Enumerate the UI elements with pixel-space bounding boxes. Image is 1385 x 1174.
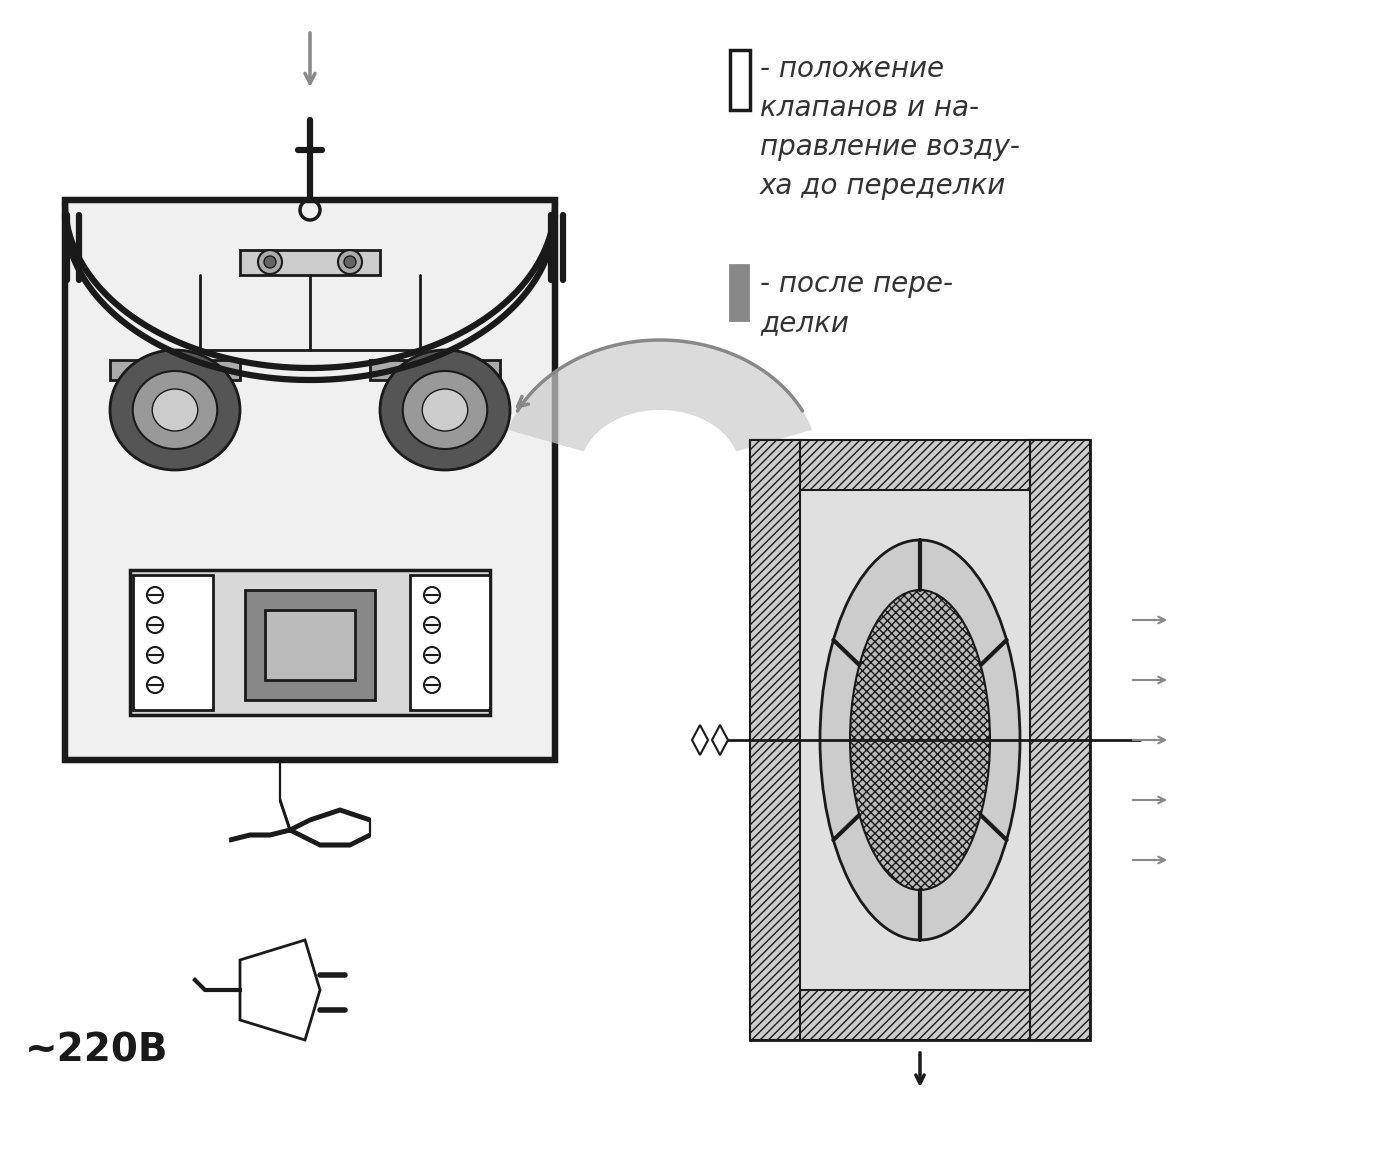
Bar xyxy=(730,50,751,110)
Circle shape xyxy=(343,256,356,268)
Text: - после пере-
делки: - после пере- делки xyxy=(760,270,953,337)
Bar xyxy=(240,250,379,275)
Bar xyxy=(751,440,1090,1040)
Text: - положение
клапанов и на-
правление возду-
ха до переделки: - положение клапанов и на- правление воз… xyxy=(760,55,1019,200)
Text: ~220В: ~220В xyxy=(25,1031,169,1070)
Bar xyxy=(130,571,490,715)
Ellipse shape xyxy=(422,389,468,431)
Bar xyxy=(245,591,375,700)
Polygon shape xyxy=(508,340,812,452)
Bar xyxy=(133,575,213,710)
Ellipse shape xyxy=(379,350,510,470)
Polygon shape xyxy=(712,726,729,755)
Circle shape xyxy=(265,256,276,268)
Bar xyxy=(265,610,355,680)
Bar xyxy=(730,265,748,321)
Bar xyxy=(65,200,555,760)
Ellipse shape xyxy=(403,371,488,448)
Bar xyxy=(751,440,1090,490)
Ellipse shape xyxy=(850,591,990,890)
Ellipse shape xyxy=(109,350,240,470)
Bar xyxy=(410,575,490,710)
Bar xyxy=(751,440,801,1040)
Ellipse shape xyxy=(820,540,1019,940)
Ellipse shape xyxy=(152,389,198,431)
Bar xyxy=(1030,440,1090,1040)
Bar xyxy=(109,360,240,380)
Bar xyxy=(370,360,500,380)
Circle shape xyxy=(338,250,361,274)
Polygon shape xyxy=(240,940,320,1040)
Circle shape xyxy=(258,250,283,274)
Polygon shape xyxy=(692,726,708,755)
Bar xyxy=(65,200,555,760)
Bar xyxy=(751,990,1090,1040)
Ellipse shape xyxy=(133,371,217,448)
